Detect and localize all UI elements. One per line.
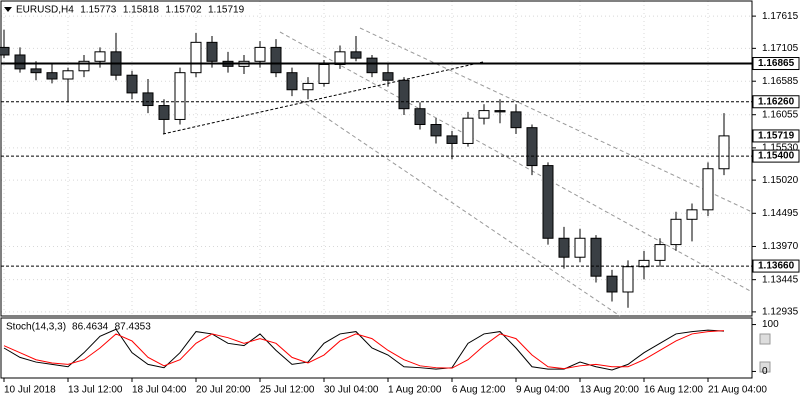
symbol-title: EURUSD,H4 bbox=[16, 5, 74, 16]
candle-body bbox=[638, 259, 650, 268]
last-price-label: 1.15719 bbox=[758, 131, 795, 142]
candle-body bbox=[558, 237, 570, 258]
candle-body bbox=[174, 72, 186, 120]
candle-body bbox=[622, 266, 634, 293]
candle-body bbox=[286, 72, 298, 91]
x-tick-label: 20 Jul 20:00 bbox=[196, 385, 251, 396]
candle-body bbox=[318, 63, 330, 84]
candle-body bbox=[366, 57, 378, 74]
candle-body bbox=[158, 105, 170, 120]
candle-body bbox=[494, 110, 506, 113]
x-tick-label: 25 Jul 12:00 bbox=[260, 385, 315, 396]
candle-body bbox=[430, 124, 442, 137]
header-icon bbox=[4, 7, 12, 12]
candle-body bbox=[142, 92, 154, 107]
stoch-line bbox=[3, 330, 725, 370]
header-value: 1.15773 bbox=[80, 5, 117, 16]
channel-line bbox=[359, 27, 753, 213]
y-tick-label: 1.16585 bbox=[762, 76, 799, 87]
candle-body bbox=[654, 244, 666, 261]
header-value: 1.15702 bbox=[165, 5, 202, 16]
header-value: 1.15818 bbox=[123, 5, 160, 16]
candle-body bbox=[478, 110, 490, 119]
candle-body bbox=[190, 41, 202, 74]
header: EURUSD,H4 1.15773 1.15818 1.15702 1.15719 bbox=[16, 5, 245, 16]
y-tick-label: 1.13445 bbox=[762, 274, 799, 285]
candle-body bbox=[670, 218, 682, 246]
y-tick-label: 1.17615 bbox=[762, 11, 799, 22]
candle-body bbox=[254, 46, 266, 62]
x-tick-label: 10 Jul 2018 bbox=[4, 385, 56, 396]
level-label: 1.16865 bbox=[758, 58, 795, 69]
x-tick-label: 6 Aug 12:00 bbox=[452, 385, 506, 396]
level-label: 1.13660 bbox=[758, 261, 795, 272]
y-tick-label: 1.16055 bbox=[762, 109, 799, 120]
channel-line bbox=[279, 31, 753, 293]
candle-body bbox=[462, 117, 474, 144]
y-tick-label: 0 bbox=[762, 366, 768, 377]
header-value: 1.15719 bbox=[208, 5, 245, 16]
x-tick-label: 1 Aug 20:00 bbox=[388, 385, 442, 396]
level-label: 1.16260 bbox=[758, 96, 795, 107]
candle-body bbox=[94, 51, 106, 62]
candle-body bbox=[606, 275, 618, 293]
candle-body bbox=[718, 135, 730, 170]
level-label-box bbox=[752, 149, 800, 163]
level-label-box bbox=[752, 259, 800, 273]
candle-body bbox=[206, 41, 218, 62]
stoch-value: 86.4634 bbox=[72, 322, 109, 333]
y-tick-label: 100 bbox=[762, 319, 779, 330]
level-label: 1.15400 bbox=[758, 151, 795, 162]
x-tick-label: 13 Jul 12:00 bbox=[68, 385, 123, 396]
candle-body bbox=[414, 108, 426, 126]
candle-body bbox=[542, 165, 554, 239]
candle-body bbox=[590, 237, 602, 277]
candle-body bbox=[686, 209, 698, 220]
candle-body bbox=[270, 46, 282, 74]
candle-body bbox=[510, 111, 522, 129]
last-price-box bbox=[752, 129, 800, 143]
stoch-line bbox=[3, 328, 725, 371]
candle-body bbox=[302, 82, 314, 91]
candle-body bbox=[398, 79, 410, 110]
candle-body bbox=[62, 70, 74, 80]
x-tick-label: 13 Aug 20:00 bbox=[580, 385, 639, 396]
y-tick-label: 1.14495 bbox=[762, 208, 799, 219]
candle-body bbox=[30, 68, 42, 74]
candle-body bbox=[382, 72, 394, 81]
stoch-icon bbox=[759, 361, 771, 373]
candle-body bbox=[46, 72, 58, 80]
y-tick-label: 1.15530 bbox=[762, 143, 799, 154]
candle-body bbox=[702, 168, 714, 211]
candle-body bbox=[78, 60, 90, 72]
candle-body bbox=[574, 237, 586, 258]
candle-body bbox=[350, 51, 362, 59]
stoch-header: Stoch(14,3,3) 86.4634 87.4353 bbox=[6, 322, 151, 333]
y-tick-label: 1.13970 bbox=[762, 241, 799, 252]
candle-body bbox=[526, 127, 538, 167]
x-tick-label: 16 Aug 12:00 bbox=[644, 385, 703, 396]
stoch-title: Stoch(14,3,3) bbox=[6, 322, 66, 333]
y-tick-label: 1.15020 bbox=[762, 175, 799, 186]
stoch-value: 87.4353 bbox=[115, 322, 152, 333]
stoch-icon bbox=[759, 333, 771, 345]
x-tick-label: 18 Jul 04:00 bbox=[132, 385, 187, 396]
y-tick-label: 1.17105 bbox=[762, 43, 799, 54]
level-label-box bbox=[752, 57, 800, 71]
candle-body bbox=[126, 74, 138, 94]
candle-body bbox=[0, 46, 10, 56]
candle-body bbox=[446, 135, 458, 144]
main-frame bbox=[0, 0, 753, 317]
level-label-box bbox=[752, 95, 800, 109]
stoch-frame bbox=[0, 317, 753, 379]
x-tick-label: 9 Aug 04:00 bbox=[516, 385, 570, 396]
x-tick-label: 30 Jul 04:00 bbox=[324, 385, 379, 396]
y-tick-label: 1.12935 bbox=[762, 307, 799, 318]
channel-line bbox=[299, 99, 621, 317]
candle-body bbox=[14, 54, 26, 70]
x-tick-label: 21 Aug 04:00 bbox=[708, 385, 767, 396]
